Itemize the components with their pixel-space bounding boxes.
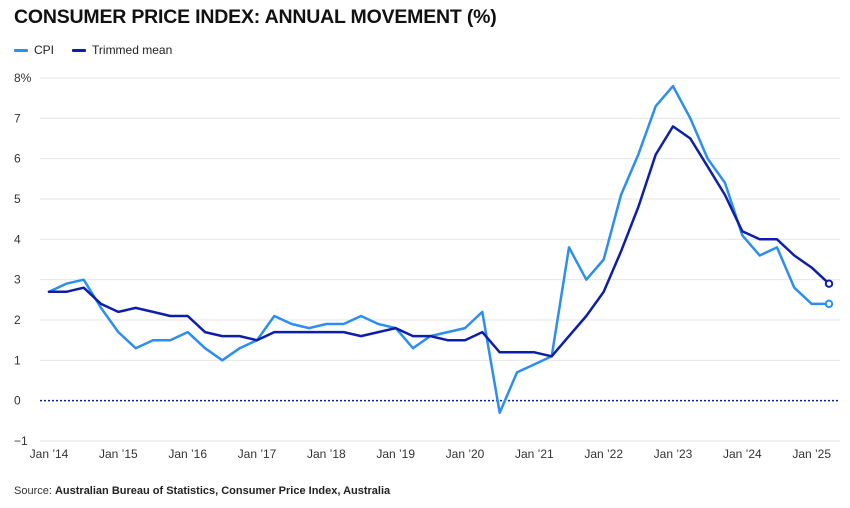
legend-label-trimmed-mean: Trimmed mean (92, 43, 173, 57)
x-tick-label: Jan ’25 (792, 447, 831, 461)
chart-title: CONSUMER PRICE INDEX: ANNUAL MOVEMENT (%… (14, 6, 497, 28)
legend-swatch-cpi (14, 48, 28, 52)
y-tick-label: 1 (14, 353, 21, 367)
y-tick-label: 7 (14, 111, 21, 125)
y-tick-label: 3 (14, 273, 21, 287)
x-tick-label: Jan ’19 (376, 447, 415, 461)
trimmed-mean-end-marker (824, 279, 834, 288)
cpi-line (47, 84, 831, 415)
x-tick-label: Jan ’21 (515, 447, 554, 461)
x-tick-label: Jan ’14 (30, 447, 69, 461)
x-tick-label: Jan ’20 (446, 447, 485, 461)
legend-item-cpi: CPI (14, 43, 54, 57)
x-tick-label: Jan ’23 (654, 447, 693, 461)
legend-label-cpi: CPI (34, 43, 55, 57)
x-tick-label: Jan ’15 (99, 447, 138, 461)
y-tick-label: 2 (14, 313, 21, 327)
y-tick-label: 5 (14, 192, 21, 206)
y-tick-label: 0 (14, 394, 21, 408)
y-tick-label: 4 (14, 232, 21, 246)
x-tick-label: Jan ’24 (723, 447, 762, 461)
source-note: Source: Australian Bureau of Statistics,… (14, 485, 390, 497)
x-tick-label: Jan ’22 (584, 447, 623, 461)
trimmed-mean-line (47, 125, 831, 358)
y-tick-label: −1 (14, 434, 28, 448)
source-prefix: Source: (14, 485, 55, 497)
y-tick-label: 6 (14, 152, 21, 166)
x-tick-label: Jan ’16 (168, 447, 207, 461)
cpi-end-marker (824, 299, 834, 309)
legend-item-trimmed-mean: Trimmed mean (72, 43, 172, 57)
legend-swatch-trimmed-mean (72, 48, 87, 52)
y-tick-label: 8% (14, 71, 32, 85)
x-tick-label: Jan ’18 (307, 447, 346, 461)
x-tick-label: Jan ’17 (238, 447, 277, 461)
legend: CPI Trimmed mean (14, 43, 190, 57)
source-text: Australian Bureau of Statistics, Consume… (54, 485, 391, 497)
